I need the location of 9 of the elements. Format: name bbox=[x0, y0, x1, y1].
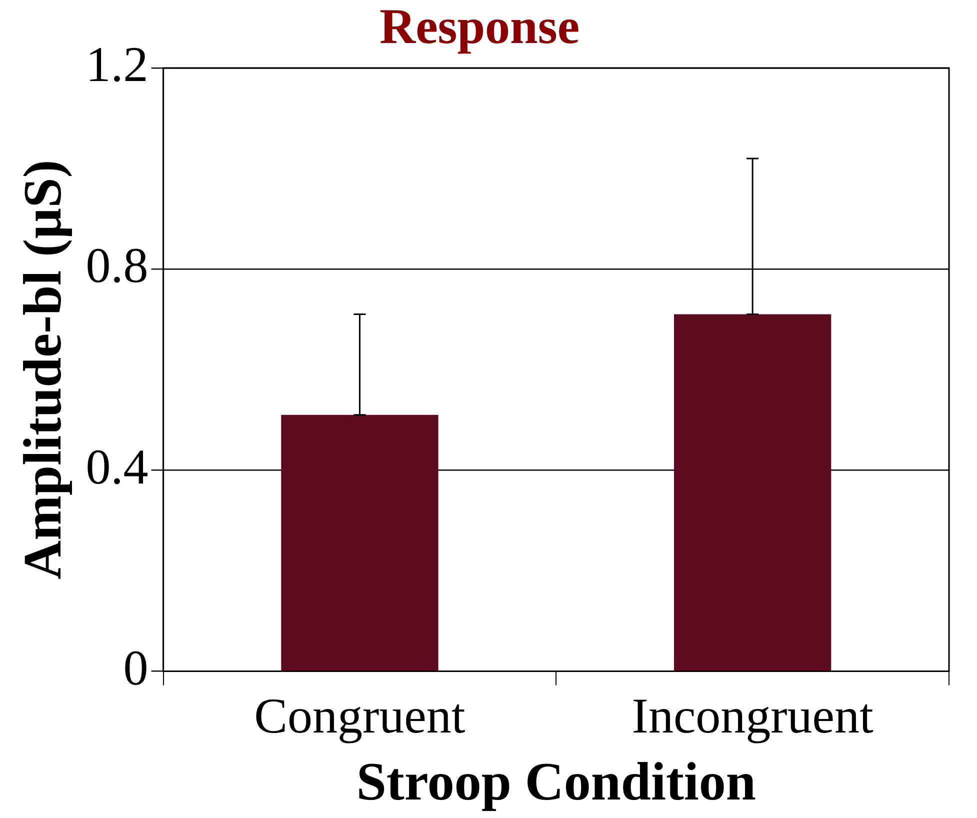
x-tick-label: Congruent bbox=[254, 687, 466, 744]
y-tick-label: 1.2 bbox=[86, 36, 148, 92]
chart-title: Response bbox=[379, 0, 580, 54]
y-axis-title: Amplitude-bl (µS) bbox=[12, 160, 72, 580]
y-tick-label: 0.8 bbox=[86, 237, 148, 294]
x-axis-title: Stroop Condition bbox=[356, 752, 756, 812]
y-tick-label: 0 bbox=[123, 639, 148, 696]
x-tick-label: Incongruent bbox=[632, 687, 874, 744]
y-tick-label: 0.4 bbox=[86, 438, 148, 494]
